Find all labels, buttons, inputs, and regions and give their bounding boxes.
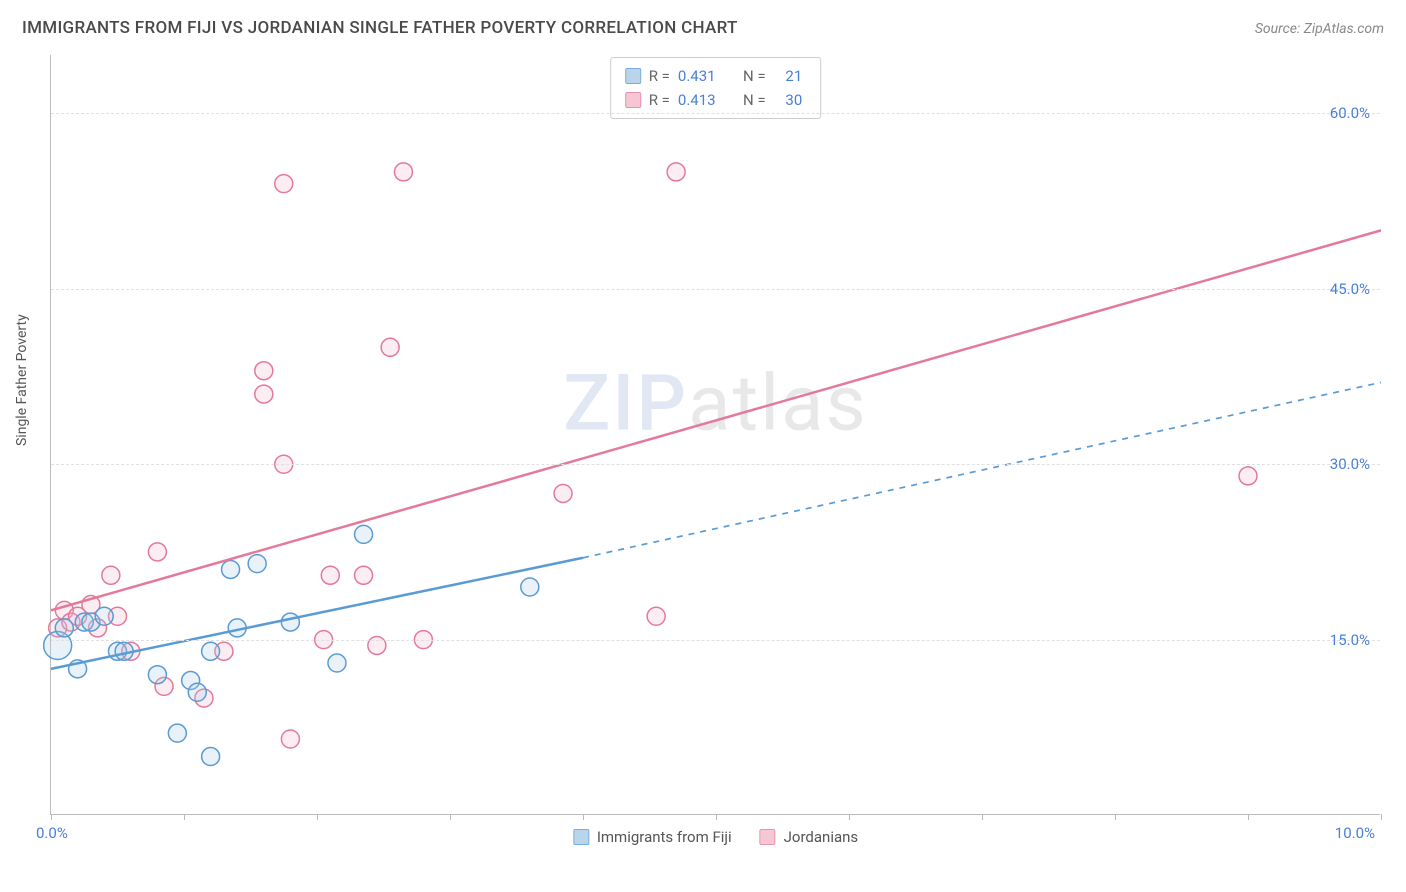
data-point-jordanians	[321, 566, 339, 584]
gridline-h	[51, 113, 1380, 114]
x-tick-mark	[1248, 814, 1249, 820]
data-point-jordanians	[102, 566, 120, 584]
data-point-jordanians	[647, 607, 665, 625]
legend-correlation-row-fiji: R = 0.431 N = 21	[625, 64, 807, 88]
gridline-h	[51, 464, 1380, 465]
legend-series-item-fiji: Immigrants from Fiji	[573, 828, 732, 846]
data-point-jordanians	[148, 543, 166, 561]
data-point-jordanians	[255, 385, 273, 403]
data-point-fiji	[355, 525, 373, 543]
data-point-fiji	[281, 613, 299, 631]
y-axis-label: Single Father Poverty	[14, 314, 30, 446]
x-tick-mark	[849, 814, 850, 820]
data-point-fiji	[168, 724, 186, 742]
data-point-jordanians	[255, 362, 273, 380]
data-point-fiji	[328, 654, 346, 672]
legend-swatch-fiji	[625, 68, 641, 84]
x-tick-mark	[450, 814, 451, 820]
data-point-fiji	[248, 555, 266, 573]
data-point-fiji	[521, 578, 539, 596]
chart-header: IMMIGRANTS FROM FIJI VS JORDANIAN SINGLE…	[22, 18, 1384, 38]
data-point-jordanians	[667, 163, 685, 181]
chart-title: IMMIGRANTS FROM FIJI VS JORDANIAN SINGLE…	[22, 18, 738, 38]
legend-swatch-jordanians	[625, 92, 641, 108]
trend-line-dashed-fiji	[583, 382, 1381, 557]
data-point-jordanians	[275, 175, 293, 193]
data-point-jordanians	[554, 484, 572, 502]
data-point-fiji	[55, 619, 73, 637]
x-tick-mark	[716, 814, 717, 820]
legend-correlation: R = 0.431 N = 21 R = 0.413 N = 30	[610, 57, 822, 119]
data-point-fiji	[148, 666, 166, 684]
x-tick-mark	[982, 814, 983, 820]
legend-swatch-jordanians	[760, 829, 776, 845]
data-point-fiji	[222, 560, 240, 578]
trend-line-jordanians	[51, 230, 1381, 610]
gridline-h	[51, 289, 1380, 290]
x-tick-max: 10.0%	[1335, 824, 1375, 842]
data-point-fiji	[188, 683, 206, 701]
n-value-fiji: 21	[785, 64, 802, 88]
legend-correlation-row-jordanians: R = 0.413 N = 30	[625, 88, 807, 112]
data-point-jordanians	[394, 163, 412, 181]
gridline-h	[51, 640, 1380, 641]
source-attribution: Source: ZipAtlas.com	[1255, 21, 1384, 37]
y-tick-label: 30.0%	[1330, 455, 1370, 473]
y-tick-label: 15.0%	[1330, 631, 1370, 649]
r-label: R =	[649, 88, 670, 112]
r-value-jordanians: 0.413	[678, 88, 716, 112]
x-tick-mark	[1115, 814, 1116, 820]
data-point-fiji	[202, 642, 220, 660]
n-label: N =	[743, 64, 766, 88]
trend-line-fiji	[51, 558, 583, 669]
r-label: R =	[649, 64, 670, 88]
x-tick-mark	[583, 814, 584, 820]
data-point-fiji	[95, 607, 113, 625]
x-tick-mark	[51, 814, 52, 820]
chart-svg	[51, 55, 1380, 814]
data-point-jordanians	[355, 566, 373, 584]
x-tick-mark	[184, 814, 185, 820]
plot-area: ZIPatlas R =0.431 N = 21R =0.413 N = 30 …	[50, 55, 1380, 815]
legend-swatch-fiji	[573, 829, 589, 845]
y-tick-label: 60.0%	[1330, 104, 1370, 122]
data-point-jordanians	[381, 338, 399, 356]
legend-series-item-jordanians: Jordanians	[760, 828, 859, 846]
x-tick-min: 0.0%	[36, 824, 68, 842]
n-label: N =	[743, 88, 766, 112]
legend-series: Immigrants from Fiji Jordanians	[573, 828, 858, 846]
data-point-jordanians	[1239, 467, 1257, 485]
legend-series-label-jordanians: Jordanians	[784, 828, 859, 846]
r-value-fiji: 0.431	[678, 64, 716, 88]
data-point-fiji	[202, 748, 220, 766]
data-point-jordanians	[281, 730, 299, 748]
x-tick-mark	[1381, 814, 1382, 820]
legend-series-label-fiji: Immigrants from Fiji	[597, 828, 732, 846]
y-tick-label: 45.0%	[1330, 280, 1370, 298]
x-tick-mark	[317, 814, 318, 820]
n-value-jordanians: 30	[785, 88, 802, 112]
